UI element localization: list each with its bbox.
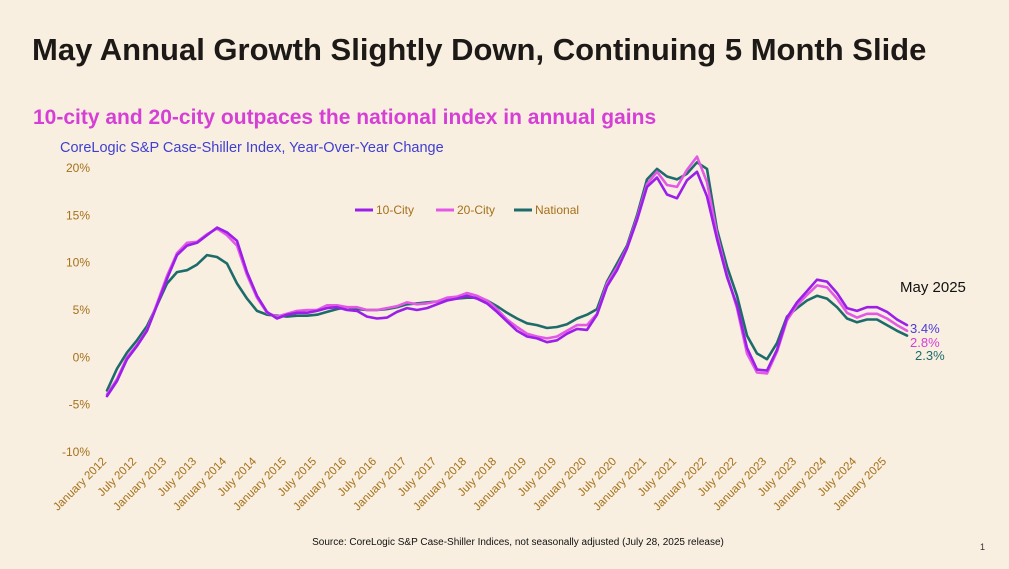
y-tick-label: 0% (73, 350, 91, 364)
page-subtitle: 10-city and 20-city outpaces the nationa… (33, 106, 657, 129)
y-tick-label: 5% (73, 303, 91, 317)
series-line-city20 (105, 155, 909, 396)
chart-legend: 10-City 20-City National (355, 203, 579, 217)
x-tick-label: January 2025 (831, 456, 889, 514)
y-tick-label: 10% (66, 256, 90, 270)
source-note: Source: CoreLogic S&P Case-Shiller Indic… (312, 537, 724, 548)
page-title: May Annual Growth Slightly Down, Continu… (32, 32, 927, 67)
page-number: 1 (979, 542, 985, 552)
end-label-national: 2.3% (915, 348, 945, 363)
legend-label-city20: 20-City (457, 203, 495, 217)
y-axis: 20% 15% 10% 5% 0% -5% -10% (62, 161, 90, 459)
series-line-city10 (105, 170, 909, 398)
end-label-city10: 3.4% (910, 321, 940, 336)
end-value-labels: 3.4%2.8%2.3% (910, 321, 945, 363)
end-label-city20: 2.8% (910, 335, 940, 350)
chart-title: CoreLogic S&P Case-Shiller Index, Year-O… (60, 140, 444, 156)
y-tick-label: -5% (69, 398, 91, 412)
series-line-national (105, 161, 909, 392)
series-layer (105, 155, 909, 398)
may-2025-annotation: May 2025 (900, 279, 966, 296)
legend-label-national: National (535, 203, 579, 217)
y-tick-label: 20% (66, 161, 90, 175)
y-tick-label: 15% (66, 208, 90, 222)
y-tick-label: -10% (62, 445, 90, 459)
legend-label-city10: 10-City (376, 203, 414, 217)
